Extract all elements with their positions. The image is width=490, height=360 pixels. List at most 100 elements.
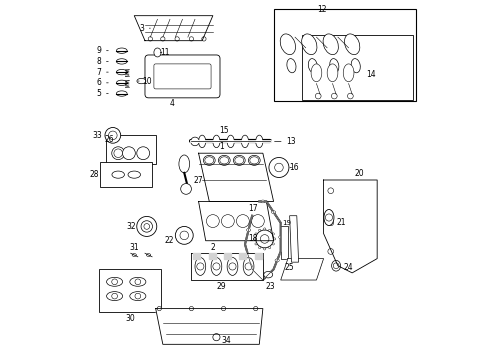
Text: 31: 31 <box>129 243 139 252</box>
Circle shape <box>114 149 122 157</box>
Circle shape <box>260 235 269 243</box>
Ellipse shape <box>235 157 244 164</box>
Circle shape <box>191 137 199 146</box>
Ellipse shape <box>243 257 254 275</box>
Polygon shape <box>239 253 246 258</box>
Ellipse shape <box>112 171 124 178</box>
Text: 16: 16 <box>290 163 299 172</box>
Circle shape <box>144 224 149 229</box>
Ellipse shape <box>327 64 338 82</box>
Text: 3: 3 <box>139 24 150 33</box>
Text: 15: 15 <box>219 126 228 135</box>
Ellipse shape <box>227 135 234 148</box>
Text: 9: 9 <box>96 46 108 55</box>
Text: 25: 25 <box>285 263 294 272</box>
Text: 2: 2 <box>211 243 215 252</box>
Circle shape <box>269 247 270 249</box>
Text: 33: 33 <box>92 131 102 140</box>
Ellipse shape <box>117 91 127 96</box>
Polygon shape <box>224 253 231 258</box>
Circle shape <box>189 37 194 41</box>
Polygon shape <box>255 253 262 258</box>
Circle shape <box>328 249 334 254</box>
Ellipse shape <box>351 59 360 73</box>
Ellipse shape <box>107 277 122 286</box>
Text: 28: 28 <box>89 170 98 179</box>
Ellipse shape <box>246 229 251 231</box>
Text: 8: 8 <box>96 57 108 66</box>
Ellipse shape <box>211 257 222 275</box>
Circle shape <box>229 263 236 270</box>
Polygon shape <box>290 216 298 262</box>
Polygon shape <box>323 180 377 273</box>
Text: 26: 26 <box>105 135 115 144</box>
Ellipse shape <box>117 59 127 64</box>
Ellipse shape <box>261 200 265 203</box>
Polygon shape <box>156 309 263 344</box>
Circle shape <box>328 188 334 194</box>
Circle shape <box>328 220 334 226</box>
Circle shape <box>105 127 121 143</box>
Ellipse shape <box>128 171 141 178</box>
Text: 10: 10 <box>138 77 151 86</box>
Text: 4: 4 <box>170 99 174 108</box>
Polygon shape <box>281 258 323 280</box>
Ellipse shape <box>117 69 127 75</box>
Ellipse shape <box>246 255 251 258</box>
Ellipse shape <box>137 78 146 84</box>
Circle shape <box>253 238 256 240</box>
FancyBboxPatch shape <box>145 55 220 98</box>
Ellipse shape <box>302 34 317 55</box>
Circle shape <box>316 93 321 99</box>
Ellipse shape <box>198 135 206 148</box>
Text: 32: 32 <box>126 222 136 231</box>
Ellipse shape <box>205 157 214 164</box>
Circle shape <box>347 93 353 99</box>
Circle shape <box>237 215 249 228</box>
Circle shape <box>112 147 124 159</box>
Text: 19: 19 <box>283 220 292 226</box>
Text: 27: 27 <box>193 176 203 185</box>
Ellipse shape <box>195 257 206 275</box>
Circle shape <box>272 233 274 235</box>
Ellipse shape <box>130 277 146 286</box>
Circle shape <box>253 306 258 311</box>
Ellipse shape <box>280 34 295 55</box>
Ellipse shape <box>250 157 259 164</box>
Polygon shape <box>198 202 273 241</box>
Text: 34: 34 <box>222 336 232 345</box>
Polygon shape <box>193 253 200 258</box>
Text: 20: 20 <box>354 169 364 178</box>
Polygon shape <box>209 253 216 258</box>
Bar <box>98 269 161 312</box>
Circle shape <box>122 147 135 159</box>
Circle shape <box>148 37 152 41</box>
Text: 29: 29 <box>217 282 226 291</box>
Ellipse shape <box>287 59 296 73</box>
Ellipse shape <box>107 292 122 301</box>
Circle shape <box>202 37 206 41</box>
Circle shape <box>137 147 149 159</box>
Polygon shape <box>198 153 273 202</box>
Text: 11: 11 <box>160 48 170 57</box>
Ellipse shape <box>255 273 260 276</box>
Ellipse shape <box>332 260 341 271</box>
Circle shape <box>213 334 220 341</box>
Ellipse shape <box>219 156 230 165</box>
Circle shape <box>259 247 261 249</box>
Text: 14: 14 <box>367 70 376 79</box>
Circle shape <box>269 157 289 177</box>
Ellipse shape <box>213 135 220 148</box>
Circle shape <box>137 216 157 237</box>
Circle shape <box>135 279 141 285</box>
Text: 24: 24 <box>343 263 353 272</box>
Circle shape <box>273 238 276 240</box>
Text: 6: 6 <box>96 78 108 87</box>
FancyBboxPatch shape <box>154 64 211 89</box>
Ellipse shape <box>311 64 322 82</box>
Polygon shape <box>192 253 263 280</box>
Bar <box>273 9 416 102</box>
Circle shape <box>331 93 337 99</box>
Text: 21: 21 <box>336 219 345 228</box>
Text: 13: 13 <box>274 137 296 146</box>
